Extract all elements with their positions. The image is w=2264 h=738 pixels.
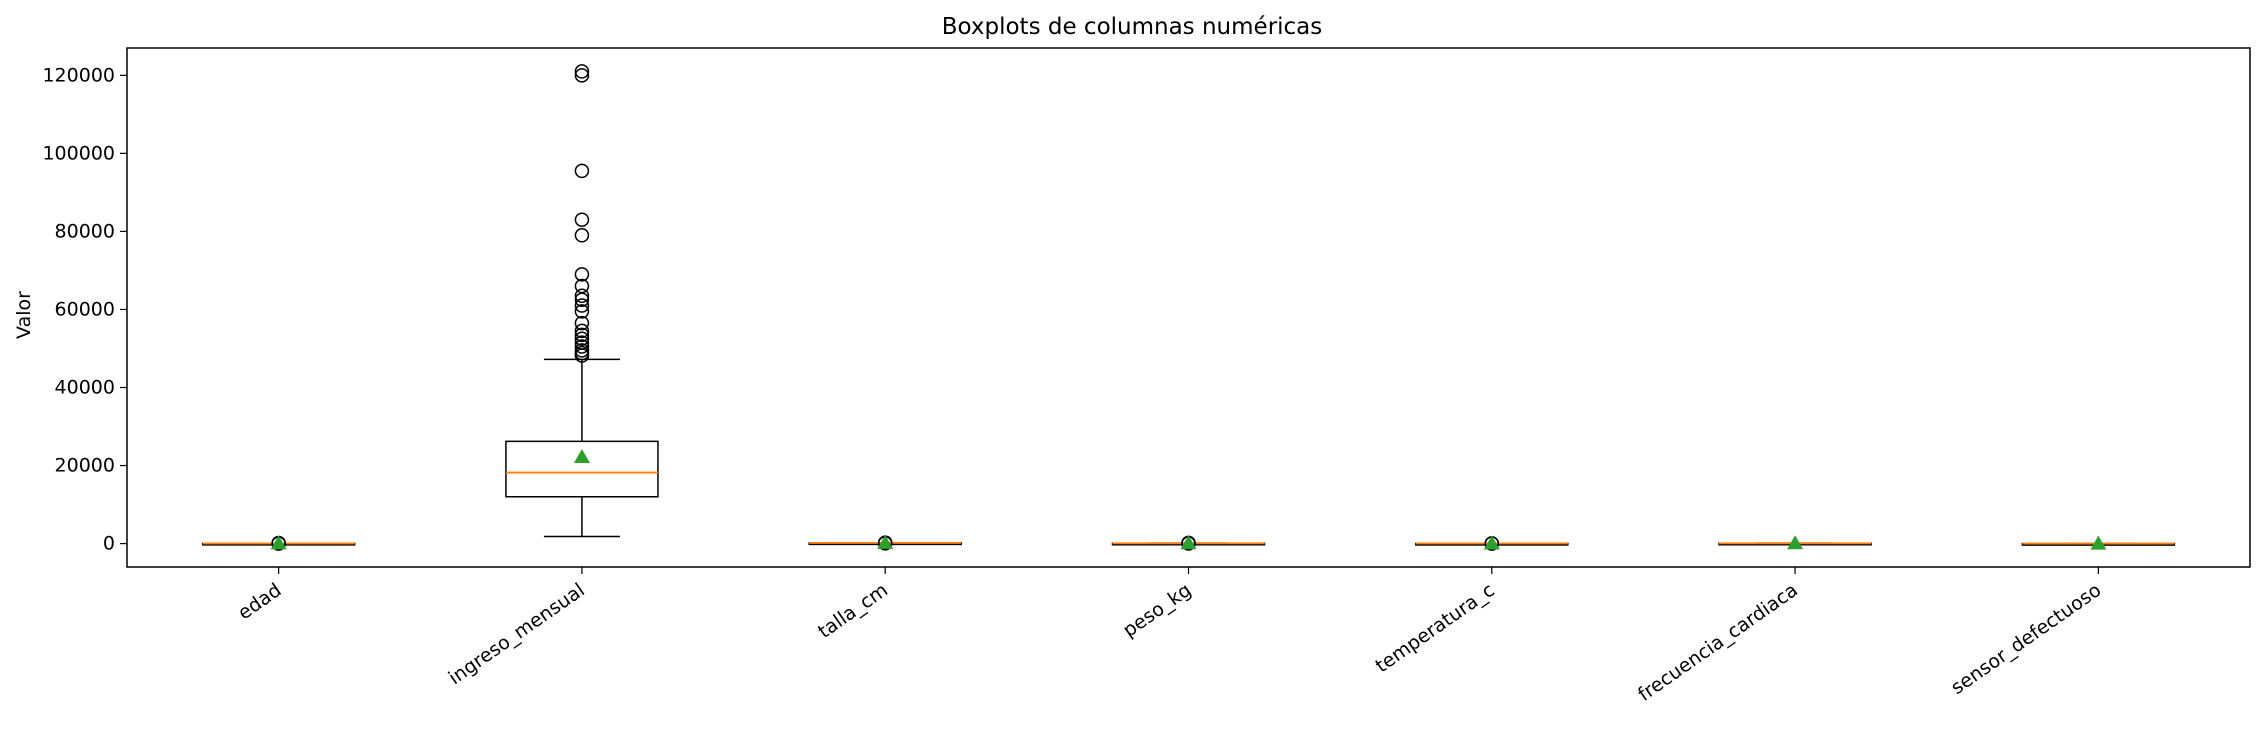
- outlier-point: [574, 331, 590, 346]
- x-tick-label: temperatura_c: [1372, 579, 1499, 677]
- mean-marker: [1787, 535, 1804, 550]
- outlier-point: [574, 163, 590, 179]
- outlier-point: [574, 298, 590, 313]
- box-group: [1718, 535, 1872, 550]
- chart-title: Boxplots de columnas numéricas: [942, 14, 1323, 40]
- plot-area: 0 20000 40000 60000 80000 100000 120000 edad ing…: [42, 47, 2251, 706]
- outlier-point: [574, 323, 590, 339]
- outlier-point: [574, 212, 590, 227]
- outlier-point: [574, 335, 590, 350]
- x-tick-label: talla_cm: [814, 579, 892, 643]
- iqr-box: [505, 440, 659, 498]
- box-group: [201, 535, 356, 551]
- mean-marker: [877, 534, 894, 549]
- outlier-point: [574, 228, 590, 243]
- y-tick-label: 0: [103, 533, 115, 555]
- box-group: [1111, 535, 1266, 551]
- mean-marker: [270, 535, 287, 550]
- x-tick-label: sensor_defectuoso: [1947, 579, 2105, 699]
- outlier-point: [574, 288, 590, 304]
- y-tick-label: 40000: [55, 376, 115, 398]
- x-tick-label: frecuencia_cardiaca: [1634, 579, 1802, 706]
- y-tick-label: 60000: [55, 298, 115, 320]
- outlier-point: [574, 278, 590, 294]
- y-tick-label: 100000: [42, 142, 115, 164]
- mean-marker: [573, 448, 590, 463]
- x-tick-label: edad: [234, 579, 286, 624]
- mean-marker: [1180, 535, 1197, 550]
- box-group: [505, 64, 659, 538]
- box-group: [808, 534, 962, 551]
- outlier-point: [574, 64, 590, 79]
- y-tick-label: 20000: [55, 455, 115, 477]
- mean-marker: [1483, 535, 1500, 550]
- box-group: [2021, 535, 2176, 550]
- y-tick-label: 80000: [55, 220, 115, 242]
- outlier-point: [574, 339, 590, 354]
- x-tick-label: ingreso_mensual: [445, 579, 589, 689]
- y-axis-label: Valor: [13, 291, 35, 339]
- outlier-point: [574, 304, 590, 319]
- outlier-point: [574, 68, 590, 83]
- outlier-point: [574, 267, 590, 282]
- outlier-point: [574, 343, 590, 358]
- outlier-point: [574, 327, 590, 343]
- outlier-point: [574, 315, 590, 331]
- y-tick-label: 120000: [42, 64, 115, 86]
- x-tick-label: peso_kg: [1119, 579, 1195, 642]
- mean-marker: [2090, 535, 2107, 550]
- plot-frame: [126, 47, 2251, 568]
- box-group: [1415, 535, 1569, 551]
